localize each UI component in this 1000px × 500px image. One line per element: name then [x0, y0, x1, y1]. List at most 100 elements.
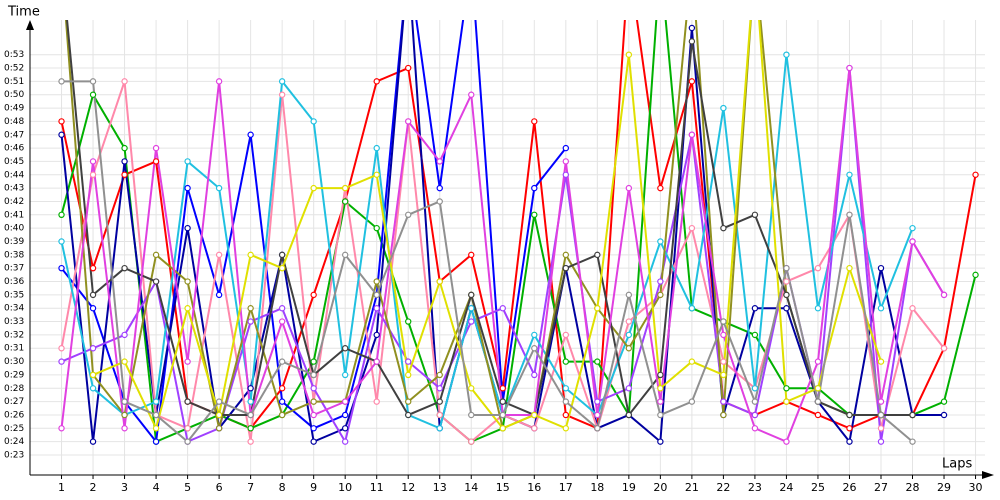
x-tick-label: 17	[559, 481, 573, 494]
point	[373, 305, 380, 312]
point	[373, 78, 380, 85]
point	[720, 104, 727, 112]
x-tick-label: 18	[590, 481, 604, 494]
x-tick-label: 22	[716, 481, 730, 494]
point	[940, 291, 948, 299]
point	[562, 251, 570, 259]
point	[373, 358, 380, 365]
point	[657, 438, 664, 445]
point	[846, 211, 853, 219]
point	[657, 278, 664, 285]
point	[688, 131, 696, 138]
point	[89, 171, 97, 178]
point	[783, 305, 790, 312]
point	[58, 345, 65, 352]
y-tick-label: 0:51	[4, 77, 24, 87]
x-tick-label: 11	[370, 481, 384, 494]
point	[341, 184, 349, 192]
point	[814, 385, 822, 392]
point	[58, 78, 65, 85]
y-tick-label: 0:40	[4, 224, 24, 234]
point	[625, 184, 633, 192]
x-tick-label: 26	[842, 481, 856, 494]
point	[468, 438, 475, 445]
point	[89, 78, 97, 85]
point	[278, 264, 286, 272]
point	[89, 385, 97, 392]
point	[405, 64, 412, 72]
point	[625, 291, 633, 299]
point	[877, 358, 885, 365]
y-tick-label: 0:37	[4, 264, 24, 274]
point	[121, 331, 128, 339]
point	[846, 264, 853, 272]
y-tick-label: 0:52	[4, 64, 24, 74]
point	[468, 385, 475, 392]
point	[594, 358, 601, 365]
point	[625, 318, 633, 325]
point	[89, 438, 97, 445]
point	[373, 291, 380, 299]
series-line	[64, 20, 913, 430]
point	[909, 411, 916, 419]
point	[720, 318, 727, 325]
point	[877, 438, 885, 445]
series-line	[60, 20, 977, 444]
point	[562, 331, 570, 339]
point	[341, 371, 349, 379]
point	[720, 358, 727, 365]
point	[972, 271, 979, 279]
point	[436, 411, 443, 419]
y-tick-label: 0:23	[4, 450, 24, 460]
point	[531, 211, 538, 219]
point	[814, 398, 822, 405]
point	[688, 224, 696, 232]
point	[405, 371, 412, 379]
point	[877, 398, 885, 405]
x-tick-label: 9	[310, 481, 317, 494]
point	[278, 398, 286, 405]
point	[89, 345, 97, 352]
y-tick-label: 0:50	[4, 90, 24, 100]
point	[499, 385, 506, 392]
point	[594, 305, 601, 312]
point	[751, 411, 759, 419]
point	[373, 398, 380, 405]
point	[58, 131, 65, 138]
x-tick-label: 19	[622, 481, 636, 494]
point	[909, 305, 916, 312]
point	[247, 425, 254, 432]
point	[877, 264, 885, 272]
point	[58, 358, 65, 365]
point	[562, 358, 570, 365]
point	[499, 305, 506, 312]
point	[436, 278, 443, 285]
point	[215, 251, 223, 259]
point	[468, 251, 475, 259]
point	[341, 398, 349, 405]
point	[121, 358, 128, 365]
point	[247, 411, 254, 419]
y-tick-label: 0:41	[4, 210, 24, 220]
point	[657, 385, 664, 392]
point	[341, 438, 349, 445]
y-tick-label: 0:42	[4, 197, 24, 207]
point	[373, 144, 380, 152]
x-tick-label: 21	[685, 481, 699, 494]
y-tick-label: 0:31	[4, 344, 24, 354]
point	[89, 305, 97, 312]
point	[783, 398, 790, 405]
y-tick-label: 0:39	[4, 237, 24, 247]
point	[720, 411, 727, 419]
x-tick-label: 8	[279, 481, 286, 494]
point	[909, 438, 916, 445]
y-tick-label: 0:48	[4, 117, 24, 127]
point	[562, 264, 570, 272]
point	[310, 371, 317, 379]
point	[310, 398, 317, 405]
y-tick-label: 0:26	[4, 410, 24, 420]
y-tick-label: 0:45	[4, 157, 24, 167]
y-tick-label: 0:35	[4, 290, 24, 300]
point	[499, 398, 506, 405]
